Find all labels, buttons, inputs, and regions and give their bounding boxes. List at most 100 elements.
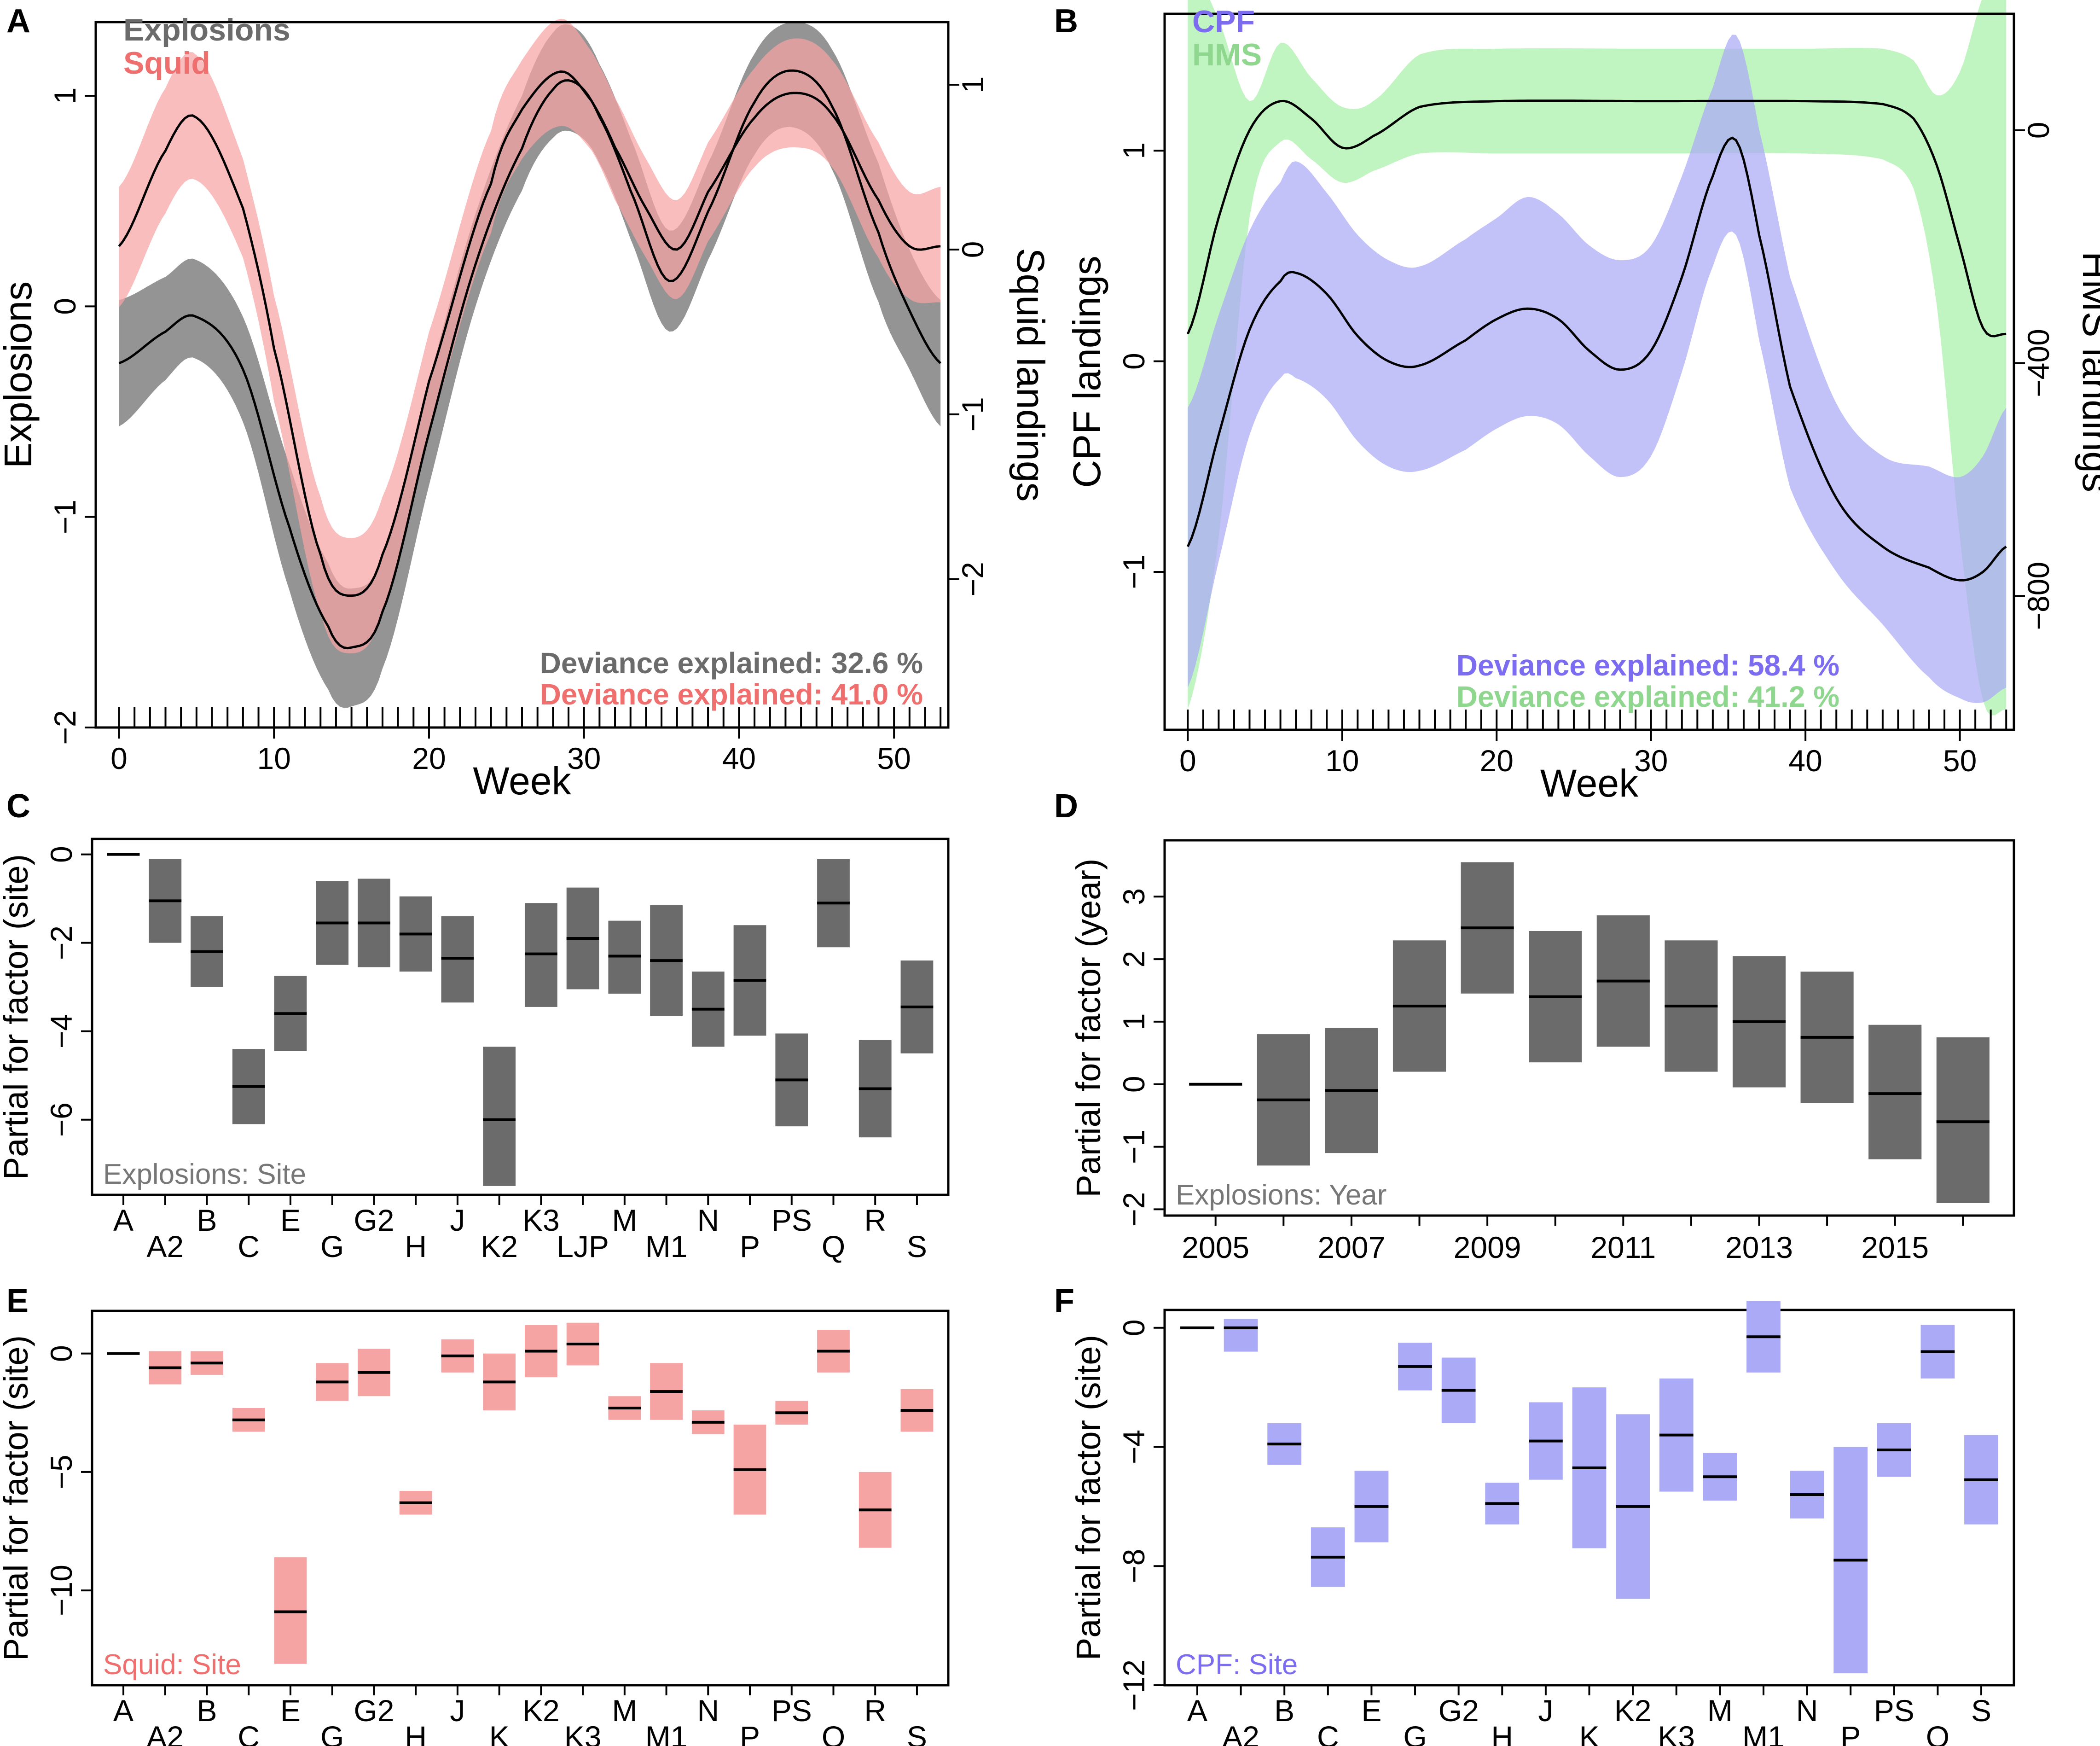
x-tick-label: B — [197, 1203, 217, 1237]
y-right-tick-label: −1 — [956, 397, 990, 431]
x-tick-label: PS — [772, 1203, 812, 1237]
panel-letter: C — [6, 788, 30, 825]
fit-line-hms — [1186, 99, 2007, 338]
x-tick-label: 0 — [1179, 744, 1196, 778]
x-tick-label: 2009 — [1454, 1230, 1521, 1264]
y-tick-label: 0 — [48, 298, 82, 315]
x-tick-label: M — [612, 1203, 637, 1237]
y-right-tick-label: 1 — [956, 76, 990, 93]
panel-a: A 0 10 20 30 40 50 Week −2 −1 0 1 Explosions −2 −1 0 1 Sq… — [0, 3, 1052, 803]
y-tick-label: 0 — [1117, 353, 1151, 370]
x-tick-label: E — [280, 1694, 301, 1728]
deviance-annotation: Deviance explained: 32.6 % — [540, 646, 923, 680]
x-tick-label: C — [238, 1720, 260, 1746]
y-tick-label: 0 — [44, 1345, 78, 1362]
x-tick-label: H — [405, 1720, 427, 1746]
legend-squid: Squid — [123, 46, 210, 81]
y-tick-label: −4 — [44, 1014, 78, 1048]
fit-line-explosions — [118, 69, 941, 650]
x-tick-label: 30 — [567, 741, 601, 775]
panel-b: B 0 10 20 30 40 50 Week −1 0 1 CPF landings −800 −400… — [1054, 0, 2100, 805]
x-tick-label: 2011 — [1590, 1230, 1656, 1264]
y-right-tick-label: −800 — [2021, 562, 2055, 630]
x-tick-label: J — [450, 1694, 465, 1728]
x-tick-label: B — [197, 1694, 217, 1728]
x-tick-label: C — [1317, 1720, 1339, 1746]
x-tick-label: G2 — [354, 1694, 394, 1728]
panel-letter: A — [6, 3, 30, 40]
x-tick-label: R — [864, 1203, 886, 1237]
x-tick-label: B — [1274, 1694, 1294, 1728]
panel-letter: F — [1054, 1283, 1074, 1320]
y-tick-label: −2 — [44, 925, 78, 960]
x-tick-label: M1 — [645, 1720, 688, 1746]
x-tick-label: 50 — [877, 741, 911, 775]
ci-box — [483, 1047, 516, 1186]
x-tick-label: A — [113, 1203, 133, 1237]
x-tick-label: 20 — [1480, 744, 1514, 778]
x-tick-label: E — [1361, 1694, 1381, 1728]
y-tick-label: −1 — [1117, 1129, 1151, 1164]
x-tick-label: K — [489, 1720, 510, 1746]
x-tick-label: A2 — [1222, 1720, 1259, 1746]
x-tick-label: 30 — [1634, 744, 1668, 778]
ci-box — [1936, 1037, 1990, 1203]
y-tick-label: −1 — [1117, 554, 1151, 589]
x-tick-label: S — [907, 1720, 927, 1746]
x-tick-label: K — [1579, 1720, 1599, 1746]
x-tick-label: K3 — [522, 1203, 560, 1237]
legend-explosions: Explosions — [123, 12, 290, 47]
ci-box — [1224, 1319, 1258, 1352]
y-tick-label: −12 — [1117, 1659, 1151, 1711]
x-tick-label: P — [740, 1229, 760, 1263]
y-tick-label: −2 — [1117, 1192, 1151, 1227]
x-tick-label: 2007 — [1317, 1230, 1385, 1264]
legend-cpf: CPF — [1192, 4, 1255, 39]
x-tick-label: 40 — [1788, 744, 1822, 778]
x-tick-label: 2015 — [1861, 1230, 1929, 1264]
x-tick-label: S — [1971, 1694, 1991, 1728]
inset-label: Squid: Site — [103, 1649, 241, 1681]
x-tick-label: K2 — [1614, 1694, 1652, 1728]
y-axis-label: Explosions — [0, 281, 40, 468]
y-tick-label: 1 — [48, 87, 82, 105]
y-tick-label: −2 — [48, 710, 82, 745]
x-tick-label: S — [907, 1229, 927, 1263]
y-axis-label: Partial for factor (year) — [1069, 858, 1108, 1197]
x-tick-label: 0 — [110, 741, 128, 775]
x-tick-label: H — [1491, 1720, 1513, 1746]
x-tick-label: 2013 — [1725, 1230, 1793, 1264]
x-tick-label: N — [697, 1694, 719, 1728]
x-tick-label: Q — [1926, 1720, 1949, 1746]
x-tick-label: 10 — [257, 741, 291, 775]
x-tick-label: A2 — [146, 1229, 184, 1263]
panel-c: CAA2BCEGG2HJK2K3LJPMM1NPPSQRS−6−4−20Part… — [0, 788, 950, 1263]
x-tick-label: G — [320, 1720, 344, 1746]
x-tick-label: M — [1707, 1694, 1733, 1728]
x-tick-label: P — [1840, 1720, 1861, 1746]
y-tick-label: −10 — [44, 1565, 78, 1616]
y-tick-label: −6 — [44, 1102, 78, 1137]
x-tick-label: LJP — [557, 1229, 609, 1263]
y-right-tick-label: 0 — [2021, 122, 2055, 139]
y-right-tick-label: 0 — [956, 241, 990, 258]
y-tick-label: 3 — [1117, 888, 1151, 905]
x-tick-label: M1 — [1742, 1720, 1785, 1746]
y-tick-label: 2 — [1117, 951, 1151, 968]
x-tick-label: A — [1187, 1694, 1207, 1728]
panel-letter: B — [1054, 3, 1078, 40]
x-tick-label: G — [320, 1229, 344, 1263]
y-axis-label: Partial for factor (site) — [0, 854, 35, 1180]
x-tick-label: 40 — [722, 741, 756, 775]
fit-line-squid — [118, 70, 941, 597]
inset-label: Explosions: Year — [1176, 1179, 1386, 1211]
x-tick-label: Q — [822, 1229, 845, 1263]
x-tick-label: E — [280, 1203, 301, 1237]
x-tick-label: H — [405, 1229, 427, 1263]
x-tick-label: G — [1403, 1720, 1427, 1746]
x-tick-label: N — [697, 1203, 719, 1237]
y-tick-label: 1 — [1117, 142, 1151, 159]
x-tick-label: R — [864, 1694, 886, 1728]
y-tick-label: −1 — [48, 500, 82, 534]
